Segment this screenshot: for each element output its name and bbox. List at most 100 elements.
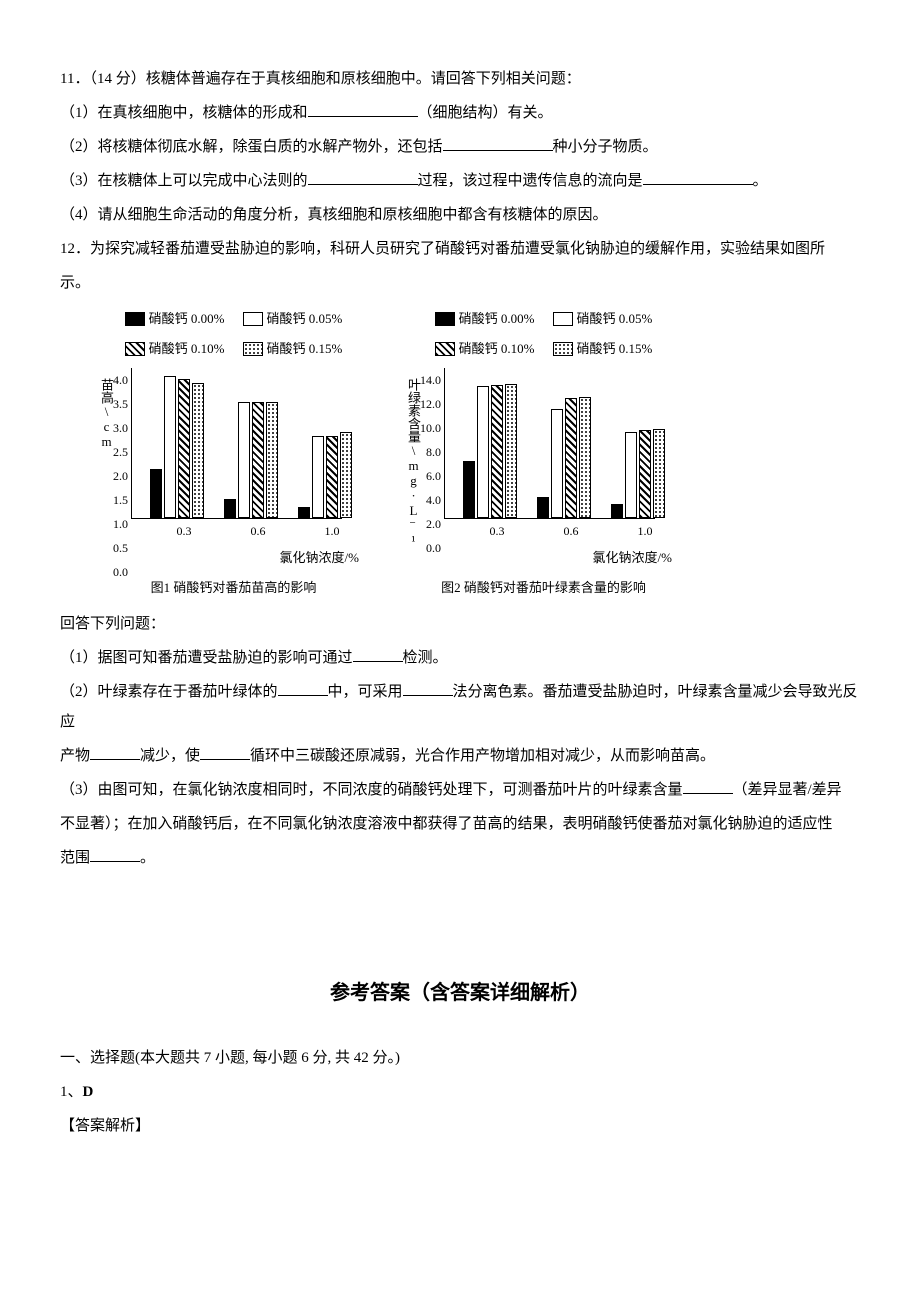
legend-swatch	[553, 342, 573, 356]
y-tick: 0.0	[426, 536, 441, 560]
q11-p1b: （细胞结构）有关。	[418, 105, 553, 121]
x-label: 0.6	[536, 519, 606, 543]
legend-item: 硝酸钙 0.15%	[553, 336, 653, 362]
bar	[491, 385, 503, 518]
q12-p2-l1: （2）叶绿素存在于番茄叶绿体的中，可采用法分离色素。番茄遭受盐胁迫时，叶绿素含量…	[60, 677, 860, 737]
answer-explain-label: 【答案解析】	[60, 1111, 860, 1141]
q12-p3-l1: （3）由图可知，在氯化钠浓度相同时，不同浓度的硝酸钙处理下，可测番茄叶片的叶绿素…	[60, 775, 860, 805]
chart1-block: 硝酸钙 0.00% 硝酸钙 0.05% 硝酸钙 0.10% 硝酸钙 0.15% 苗高\c…	[100, 306, 367, 601]
legend-label: 硝酸钙 0.10%	[459, 336, 535, 362]
y-tick: 12.0	[420, 392, 441, 416]
plot	[444, 368, 655, 519]
x-label: 1.0	[610, 519, 680, 543]
q12-p1b: 检测。	[403, 650, 448, 666]
answer-1-num: 1、	[60, 1084, 83, 1100]
bar-group	[463, 384, 517, 518]
legend-item: 硝酸钙 0.00%	[125, 306, 225, 332]
answers-section: 一、选择题(本大题共 7 小题, 每小题 6 分, 共 42 分。)	[60, 1043, 860, 1073]
y-tick: 1.5	[113, 488, 128, 512]
y-tick: 0.5	[113, 536, 128, 560]
y-tick: 3.5	[113, 392, 128, 416]
bar	[625, 432, 637, 518]
legend-item: 硝酸钙 0.00%	[435, 306, 535, 332]
legend-swatch	[553, 312, 573, 326]
legend-label: 硝酸钙 0.15%	[267, 336, 343, 362]
q11-p3b: 过程，该过程中遗传信息的流向是	[418, 173, 643, 189]
q11-p1: （1）在真核细胞中，核糖体的形成和（细胞结构）有关。	[60, 98, 860, 128]
legend-swatch	[435, 312, 455, 326]
bar	[312, 436, 324, 519]
y-tick: 3.0	[113, 416, 128, 440]
q12-p3a: （3）由图可知，在氯化钠浓度相同时，不同浓度的硝酸钙处理下，可测番茄叶片的叶绿素…	[60, 782, 683, 798]
blank	[643, 169, 753, 185]
q12-p3b: （差异显著/差异	[733, 782, 842, 798]
bar	[224, 499, 236, 518]
legend-label: 硝酸钙 0.15%	[577, 336, 653, 362]
legend-item: 硝酸钙 0.05%	[243, 306, 343, 332]
q12-p1: （1）据图可知番茄遭受盐胁迫的影响可通过检测。	[60, 643, 860, 673]
blank	[683, 778, 733, 794]
legend-label: 硝酸钙 0.10%	[149, 336, 225, 362]
bar	[266, 402, 278, 518]
x-labels: 0.30.61.0	[444, 519, 680, 543]
y-tick: 2.5	[113, 440, 128, 464]
legend-swatch	[435, 342, 455, 356]
q11-p4: （4）请从细胞生命活动的角度分析，真核细胞和原核细胞中都含有核糖体的原因。	[60, 200, 860, 230]
legend-label: 硝酸钙 0.05%	[577, 306, 653, 332]
chart-legend: 硝酸钙 0.00% 硝酸钙 0.05% 硝酸钙 0.10% 硝酸钙 0.15%	[125, 306, 343, 362]
answer-1: 1、D	[60, 1077, 860, 1107]
q12-p3-l2: 不显著）；在加入硝酸钙后，在不同氯化钠浓度溶液中都获得了苗高的结果，表明硝酸钙使…	[60, 809, 860, 839]
q12-p3c: 不显著）；在加入硝酸钙后，在不同氯化钠浓度溶液中都获得了苗高的结果，表明硝酸钙使…	[60, 816, 833, 832]
q11-p3a: （3）在核糖体上可以完成中心法则的	[60, 173, 308, 189]
bar	[238, 402, 250, 518]
bar	[150, 469, 162, 518]
y-tick: 0.0	[113, 560, 128, 584]
blank	[278, 680, 328, 696]
blank	[90, 744, 140, 760]
bar	[178, 379, 190, 518]
legend-swatch	[243, 312, 263, 326]
bar-group	[298, 432, 352, 518]
bar	[551, 409, 563, 518]
y-ticks: 4.03.53.02.52.01.51.00.50.0	[113, 368, 131, 518]
q11-p2: （2）将核糖体彻底水解，除蛋白质的水解产物外，还包括种小分子物质。	[60, 132, 860, 162]
legend-item: 硝酸钙 0.10%	[125, 336, 225, 362]
x-axis-label: 氯化钠浓度/%	[444, 545, 680, 571]
q12-after-fig: 回答下列问题：	[60, 609, 860, 639]
q12-stem-a: 12．为探究减轻番茄遭受盐胁迫的影响，科研人员研究了硝酸钙对番茄遭受氯化钠胁迫的…	[60, 234, 860, 264]
legend-label: 硝酸钙 0.00%	[149, 306, 225, 332]
bar	[192, 383, 204, 518]
bar	[505, 384, 517, 518]
bar-group	[224, 402, 278, 518]
chart2-block: 硝酸钙 0.00% 硝酸钙 0.05% 硝酸钙 0.10% 硝酸钙 0.15% 叶绿素含…	[407, 306, 680, 601]
bar-group	[537, 397, 591, 518]
bar	[326, 436, 338, 519]
bar-group	[150, 376, 204, 519]
y-tick: 2.0	[426, 512, 441, 536]
q12-p2e: 减少，使	[140, 748, 200, 764]
plot	[131, 368, 342, 519]
y-axis-label: 叶绿素含量\mg·L⁻¹	[407, 368, 420, 548]
blank	[308, 101, 418, 117]
q12-p2-l2: 产物减少，使循环中三碳酸还原减弱，光合作用产物增加相对减少，从而影响苗高。	[60, 741, 860, 771]
y-tick: 1.0	[113, 512, 128, 536]
bar	[653, 429, 665, 518]
y-tick: 4.0	[426, 488, 441, 512]
y-axis-label: 苗高\cm	[100, 368, 113, 449]
legend-item: 硝酸钙 0.10%	[435, 336, 535, 362]
chart-legend: 硝酸钙 0.00% 硝酸钙 0.05% 硝酸钙 0.10% 硝酸钙 0.15%	[435, 306, 653, 362]
y-tick: 4.0	[113, 368, 128, 392]
plot-wrap: 0.30.61.0氯化钠浓度/%	[131, 368, 367, 571]
q12-p3e: 。	[140, 850, 155, 866]
legend-label: 硝酸钙 0.05%	[267, 306, 343, 332]
chart-caption: 图1 硝酸钙对番茄苗高的影响	[151, 575, 317, 601]
legend-item: 硝酸钙 0.05%	[553, 306, 653, 332]
chart-area: 叶绿素含量\mg·L⁻¹14.012.010.08.06.04.02.00.00…	[407, 368, 680, 571]
legend-swatch	[125, 312, 145, 326]
legend-swatch	[243, 342, 263, 356]
charts-row: 硝酸钙 0.00% 硝酸钙 0.05% 硝酸钙 0.10% 硝酸钙 0.15% 苗高\c…	[100, 306, 860, 601]
bar	[463, 461, 475, 518]
bar-group	[611, 429, 665, 518]
blank	[443, 135, 553, 151]
blank	[308, 169, 418, 185]
